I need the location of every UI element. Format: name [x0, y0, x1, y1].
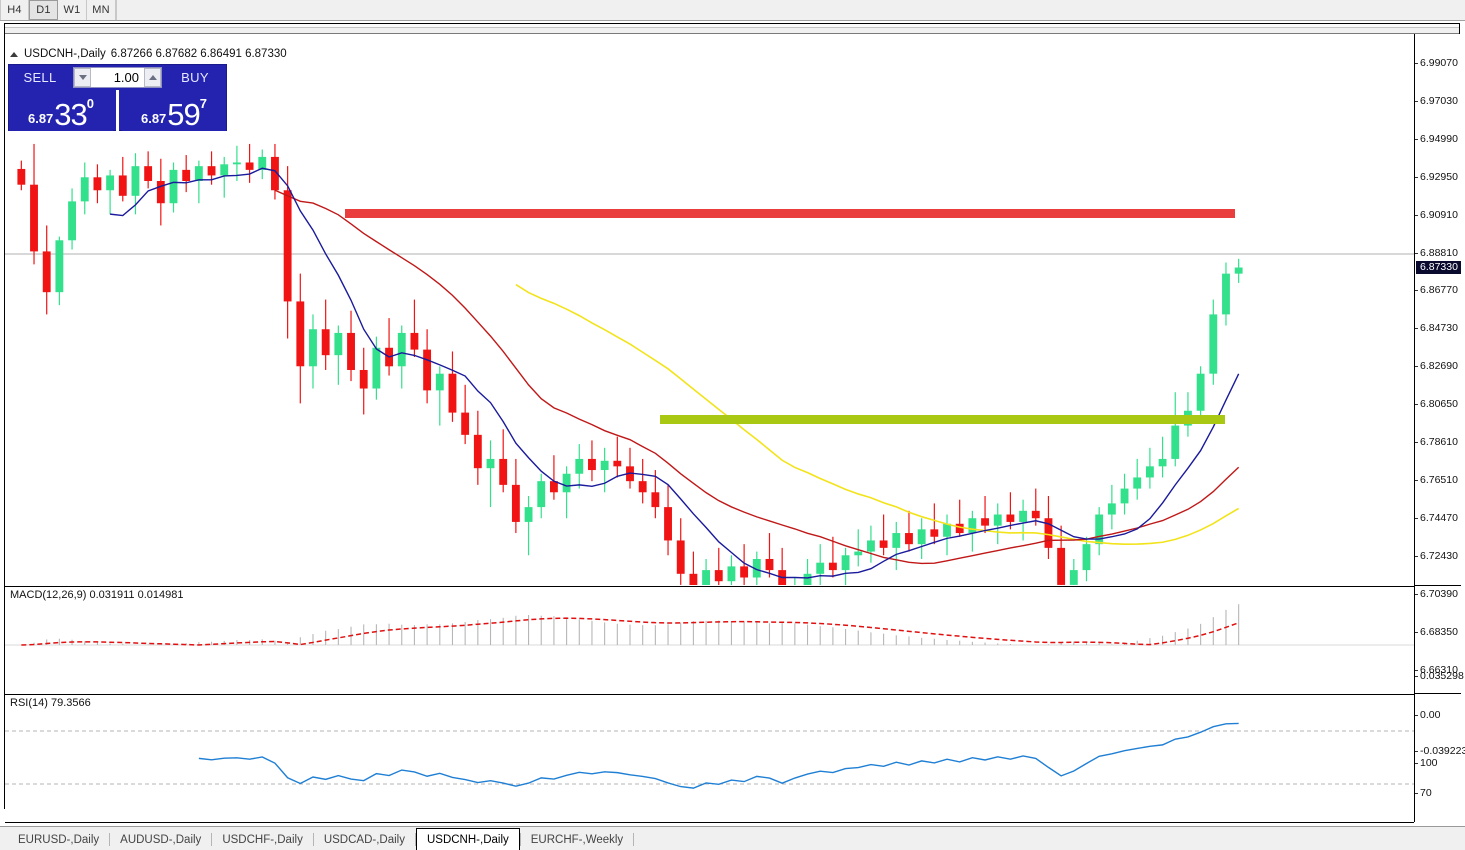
one-click-trading-panel[interactable]: SELL 1.00 BUY 6.87 33 0 6.: [8, 64, 227, 131]
tab-separator: [633, 832, 635, 846]
price-tick-4: 6.90910: [1415, 209, 1458, 221]
price-tick-13: 6.72430: [1415, 550, 1458, 562]
volume-decrement-button[interactable]: [74, 68, 91, 87]
oct-divider: [116, 90, 119, 131]
toolbar-empty-area: [116, 0, 1465, 20]
chart-tab-usdchf[interactable]: USDCHF-,Daily: [222, 833, 303, 846]
buy-price-sup: 7: [199, 96, 208, 111]
chart-frame: MACD(12,26,9) 0.031911 0.014981 RSI(14) …: [0, 21, 1465, 850]
buy-button[interactable]: 6.87 59 7: [122, 90, 226, 131]
sell-price-prefix: 6.87: [27, 111, 54, 126]
volume-stepper[interactable]: 1.00: [73, 67, 162, 88]
symbol-name: USDCNH-,Daily: [24, 48, 106, 60]
tab-separator: [109, 832, 111, 846]
price-scale[interactable]: 6.99070 6.97030 6.94990 6.92950 6.90910 6.888…: [1414, 34, 1465, 850]
price-chart-svg: [5, 143, 1414, 585]
period-button-d1[interactable]: D1: [29, 0, 58, 20]
macd-tick-2: -0.039223: [1415, 745, 1465, 757]
triangle-up-icon: [10, 51, 18, 57]
ma-fast-line: [110, 167, 1240, 579]
tab-separator: [312, 832, 314, 846]
tab-separator: [211, 832, 213, 846]
rsi-tick-0: 100: [1415, 757, 1438, 769]
price-tick-1: 6.97030: [1415, 95, 1458, 107]
price-tick-11: 6.76510: [1415, 474, 1458, 486]
buy-price-big: 59: [167, 97, 200, 132]
resistance-line: [345, 209, 1235, 218]
chart-tab-bar: EURUSD-,Daily AUDUSD-,Daily USDCHF-,Daily U…: [0, 826, 1465, 850]
price-tick-12: 6.74470: [1415, 512, 1458, 524]
macd-chart-svg: [5, 604, 1414, 646]
sell-price-big: 33: [54, 97, 87, 132]
price-tick-5: 6.88810: [1415, 247, 1458, 259]
price-tick-10: 6.78610: [1415, 436, 1458, 448]
support-line: [660, 415, 1225, 424]
scale-divider-rsi: [1415, 693, 1461, 694]
price-tick-0: 6.99070: [1415, 57, 1458, 69]
price-tick-15: 6.68350: [1415, 626, 1458, 638]
rsi-line: [198, 722, 1239, 789]
chevron-up-icon: [148, 75, 157, 80]
sell-label[interactable]: SELL: [23, 70, 57, 85]
chart-tab-eurchf[interactable]: EURCHF-,Weekly: [530, 833, 624, 846]
tab-separator: [519, 832, 521, 846]
chart-tab-usdcad[interactable]: USDCAD-,Daily: [323, 833, 405, 846]
price-tick-16: 6.66310: [1415, 664, 1458, 676]
macd-signal-line: [21, 617, 1239, 646]
period-button-mn[interactable]: MN: [87, 0, 116, 20]
rsi-chart-svg: [5, 722, 1414, 789]
price-tick-8: 6.82690: [1415, 360, 1458, 372]
volume-increment-button[interactable]: [144, 68, 161, 87]
price-tick-7: 6.84730: [1415, 322, 1458, 334]
macd-tick-0: 0.035298: [1415, 670, 1464, 682]
chart-tab-eurusd[interactable]: EURUSD-,Daily: [18, 833, 100, 846]
price-tick-3: 6.92950: [1415, 171, 1458, 183]
price-tick-2: 6.94990: [1415, 133, 1458, 145]
ma-slow-line: [515, 283, 1240, 546]
oct-price-row: 6.87 33 0 6.87 59 7: [9, 90, 226, 131]
buy-label[interactable]: BUY: [181, 70, 209, 85]
volume-input[interactable]: 1.00: [91, 68, 144, 87]
scale-divider-macd: [1415, 585, 1461, 586]
price-pane[interactable]: [5, 34, 1414, 585]
ohlc-values: 6.87266 6.87682 6.86491 6.87330: [110, 48, 287, 60]
chart-scroll-strip[interactable]: [5, 24, 1459, 34]
rsi-tick-1: 70: [1415, 787, 1432, 799]
macd-pane[interactable]: MACD(12,26,9) 0.031911 0.014981: [5, 586, 1414, 693]
price-tick-6: 6.86770: [1415, 284, 1458, 296]
period-button-h4[interactable]: H4: [0, 0, 29, 20]
ma-mid-line: [274, 189, 1240, 565]
macd-histogram: [33, 604, 1240, 645]
price-tick-9: 6.80650: [1415, 398, 1458, 410]
period-toolbar: H4 D1 W1 MN: [0, 0, 1465, 21]
price-tick-14: 6.70390: [1415, 588, 1458, 600]
chart-tab-audusd[interactable]: AUDUSD-,Daily: [120, 833, 202, 846]
rsi-label: RSI(14) 79.3566: [10, 697, 91, 709]
rsi-pane[interactable]: RSI(14) 79.3566: [5, 694, 1414, 822]
tab-separator: [414, 832, 416, 846]
chevron-down-icon: [78, 75, 87, 80]
chart-symbol-header: USDCNH-,Daily 6.87266 6.87682 6.86491 6.…: [10, 48, 287, 60]
current-price-label: 6.87330: [1416, 261, 1461, 274]
macd-tick-1: 0.00: [1415, 709, 1440, 721]
sell-price-sup: 0: [86, 96, 95, 111]
oct-top-row: SELL 1.00 BUY: [9, 65, 226, 90]
chart-tab-usdcnh[interactable]: USDCNH-,Daily: [415, 828, 520, 850]
chart-scroll-thumb[interactable]: [5, 24, 1459, 28]
buy-price-prefix: 6.87: [140, 111, 167, 126]
macd-label: MACD(12,26,9) 0.031911 0.014981: [10, 589, 184, 601]
sell-button[interactable]: 6.87 33 0: [9, 90, 113, 131]
period-button-w1[interactable]: W1: [58, 0, 87, 20]
